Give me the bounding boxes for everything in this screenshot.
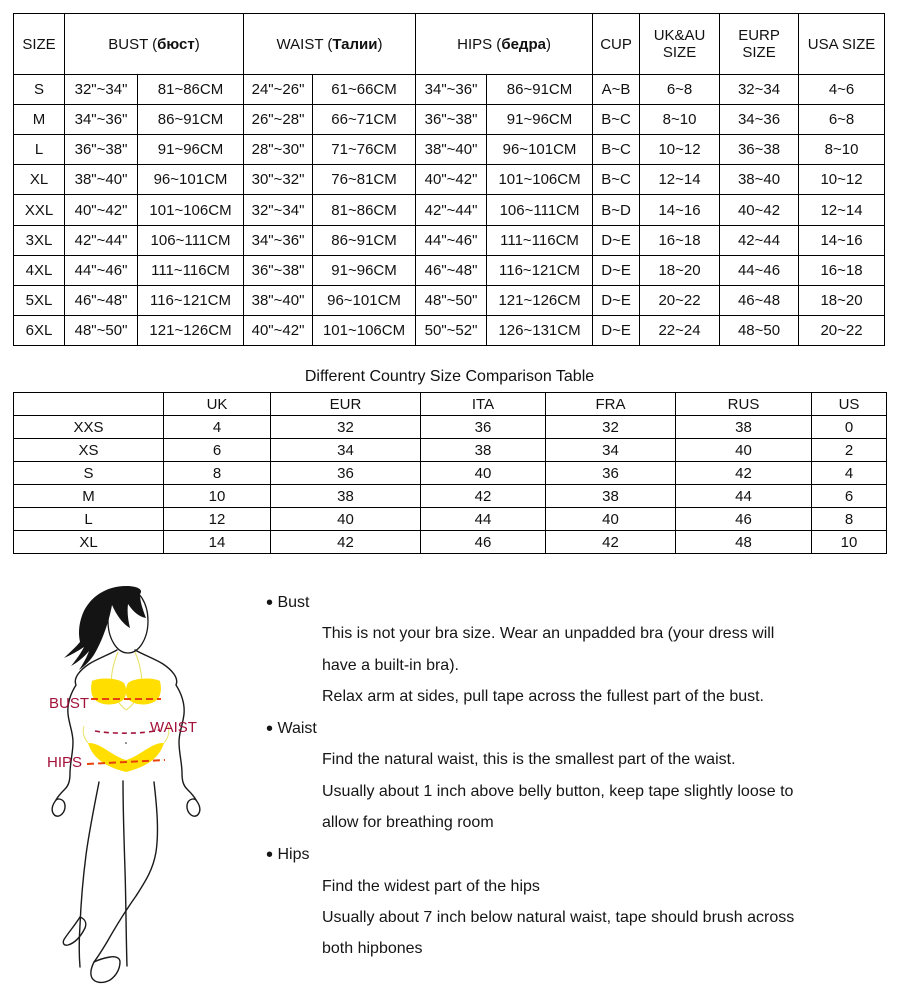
svg-text:BUST: BUST: [49, 695, 89, 712]
svg-text:WAIST: WAIST: [150, 719, 197, 736]
svg-text:HIPS: HIPS: [47, 754, 82, 771]
